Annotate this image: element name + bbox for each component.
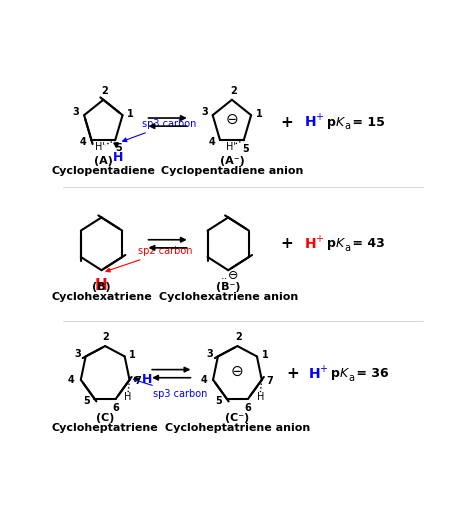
Text: H': H': [226, 142, 236, 152]
Text: $K$: $K$: [339, 367, 350, 380]
Text: +: +: [315, 234, 323, 244]
Text: H: H: [256, 392, 264, 402]
Text: 2: 2: [102, 332, 109, 342]
Text: $K$: $K$: [336, 115, 346, 129]
Text: 1: 1: [129, 350, 136, 360]
Text: +: +: [281, 236, 293, 251]
Text: sp3 carbon: sp3 carbon: [135, 380, 207, 399]
Text: H: H: [95, 278, 108, 293]
Text: p: p: [328, 115, 336, 129]
Text: = 15: = 15: [348, 115, 385, 129]
Text: (A⁻): (A⁻): [219, 155, 244, 165]
Text: 2: 2: [101, 86, 108, 96]
Text: Cyclohexatriene anion: Cyclohexatriene anion: [159, 292, 298, 302]
Text: 3: 3: [201, 107, 208, 117]
Text: 4: 4: [80, 137, 87, 147]
Text: 4: 4: [200, 375, 207, 385]
Text: H: H: [309, 367, 320, 380]
Text: (C⁻): (C⁻): [225, 413, 249, 423]
Text: ..: ..: [221, 271, 228, 281]
Text: p: p: [331, 367, 340, 380]
Text: (B): (B): [92, 282, 111, 292]
Text: 1: 1: [256, 109, 263, 119]
Text: = 43: = 43: [348, 237, 385, 250]
Text: +: +: [281, 114, 293, 130]
Text: +: +: [315, 112, 323, 122]
Text: (C): (C): [96, 413, 114, 423]
Text: ⊖: ⊖: [228, 269, 238, 282]
Text: ⊖: ⊖: [231, 364, 244, 379]
Text: 6: 6: [244, 403, 251, 413]
Text: a: a: [344, 121, 350, 131]
Text: 5: 5: [83, 396, 90, 406]
Text: H: H: [124, 392, 132, 402]
Text: 4: 4: [68, 375, 74, 385]
Text: 7: 7: [266, 376, 273, 386]
Text: 3: 3: [207, 349, 213, 359]
Text: ⊖: ⊖: [226, 112, 238, 127]
Text: 3: 3: [73, 107, 80, 117]
Text: 7: 7: [134, 376, 141, 386]
Text: (A): (A): [94, 155, 113, 165]
Text: 4: 4: [209, 137, 215, 147]
Text: 1: 1: [262, 350, 268, 360]
Text: a: a: [344, 243, 350, 253]
Text: Cycloheptatriene: Cycloheptatriene: [52, 423, 158, 433]
Text: Cycloheptatriene anion: Cycloheptatriene anion: [165, 423, 310, 433]
Text: 5: 5: [215, 396, 222, 406]
Text: H': H': [95, 142, 105, 152]
Text: 2: 2: [230, 86, 237, 96]
Text: 1: 1: [127, 109, 134, 119]
Text: 6: 6: [112, 403, 118, 413]
Text: sp2 carbon: sp2 carbon: [106, 246, 193, 272]
Text: H: H: [305, 237, 317, 251]
Text: 5: 5: [115, 143, 121, 153]
Text: 5: 5: [242, 144, 249, 154]
Text: 2: 2: [235, 332, 242, 342]
Text: +: +: [286, 366, 299, 381]
Text: p: p: [328, 237, 336, 250]
Text: H: H: [305, 115, 317, 129]
Text: a: a: [348, 373, 354, 383]
Text: Cyclohexatriene: Cyclohexatriene: [51, 292, 152, 302]
Text: Cyclopentadiene anion: Cyclopentadiene anion: [161, 166, 303, 176]
Text: H: H: [113, 151, 123, 164]
Text: sp3 carbon: sp3 carbon: [123, 119, 196, 142]
Text: 3: 3: [74, 349, 81, 359]
Text: = 36: = 36: [352, 367, 389, 380]
Text: (B⁻): (B⁻): [216, 282, 240, 292]
Text: H: H: [142, 373, 152, 386]
Text: $K$: $K$: [336, 237, 346, 250]
Text: Cyclopentadiene: Cyclopentadiene: [51, 166, 155, 176]
Text: +: +: [319, 364, 327, 374]
